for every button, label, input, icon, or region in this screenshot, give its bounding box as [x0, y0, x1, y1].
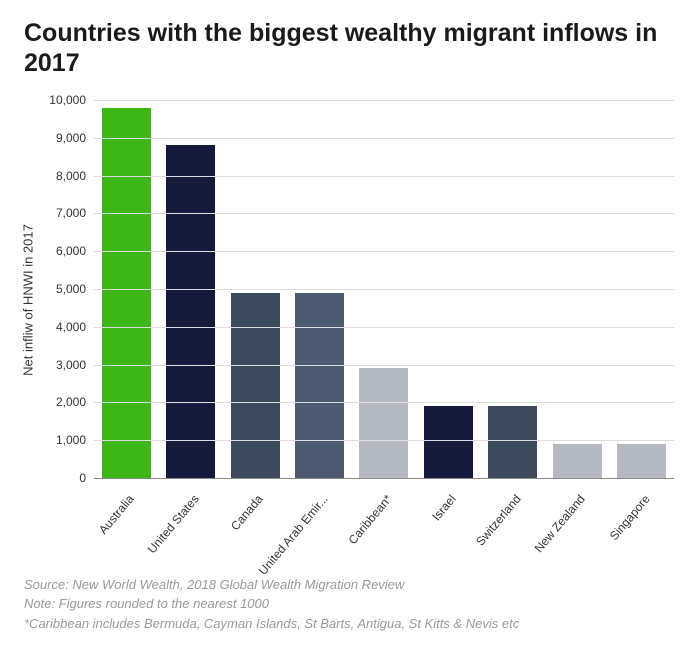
- x-tick-label: United States: [144, 492, 201, 556]
- source-line: Source: New World Wealth, 2018 Global We…: [24, 575, 519, 595]
- y-tick-label: 6,000: [56, 244, 86, 258]
- grid-line: [94, 176, 674, 177]
- bar: [359, 368, 408, 478]
- plot-area: 01,0002,0003,0004,0005,0006,0007,0008,00…: [94, 100, 674, 478]
- note-line: Note: Figures rounded to the nearest 100…: [24, 594, 519, 614]
- x-tick-label: Australia: [96, 492, 137, 537]
- y-tick-label: 8,000: [56, 169, 86, 183]
- caveat-line: *Caribbean includes Bermuda, Cayman Isla…: [24, 614, 519, 634]
- y-tick-label: 10,000: [49, 93, 86, 107]
- grid-line: [94, 289, 674, 290]
- x-tick-label: Canada: [228, 492, 266, 533]
- bar: [166, 145, 215, 478]
- bar: [102, 108, 151, 478]
- grid-line: [94, 440, 674, 441]
- grid-line: [94, 478, 674, 479]
- chart-footer: Source: New World Wealth, 2018 Global We…: [24, 575, 519, 634]
- y-tick-label: 0: [79, 471, 86, 485]
- bar: [488, 406, 537, 478]
- grid-line: [94, 138, 674, 139]
- grid-line: [94, 251, 674, 252]
- x-tick-label: United Arab Emir...: [255, 492, 330, 578]
- y-tick-label: 9,000: [56, 131, 86, 145]
- grid-line: [94, 100, 674, 101]
- y-tick-label: 5,000: [56, 282, 86, 296]
- chart: Net infliw of HNWI in 2017 01,0002,0003,…: [42, 100, 674, 500]
- x-tick-label: Caribbean*: [345, 492, 394, 547]
- y-tick-label: 2,000: [56, 395, 86, 409]
- grid-line: [94, 213, 674, 214]
- x-tick-label: Singapore: [607, 492, 653, 543]
- bar: [231, 293, 280, 478]
- grid-line: [94, 402, 674, 403]
- y-tick-label: 4,000: [56, 320, 86, 334]
- bar: [553, 444, 602, 478]
- x-tick-label: Israel: [430, 492, 460, 523]
- grid-line: [94, 327, 674, 328]
- y-tick-label: 7,000: [56, 206, 86, 220]
- y-tick-label: 1,000: [56, 433, 86, 447]
- bar: [617, 444, 666, 478]
- y-axis-label: Net infliw of HNWI in 2017: [21, 224, 36, 376]
- x-tick-label: New Zealand: [532, 492, 588, 555]
- grid-line: [94, 365, 674, 366]
- y-tick-label: 3,000: [56, 358, 86, 372]
- chart-title: Countries with the biggest wealthy migra…: [24, 18, 674, 78]
- bar: [424, 406, 473, 478]
- bar: [295, 293, 344, 478]
- x-tick-label: Switzerland: [473, 492, 524, 549]
